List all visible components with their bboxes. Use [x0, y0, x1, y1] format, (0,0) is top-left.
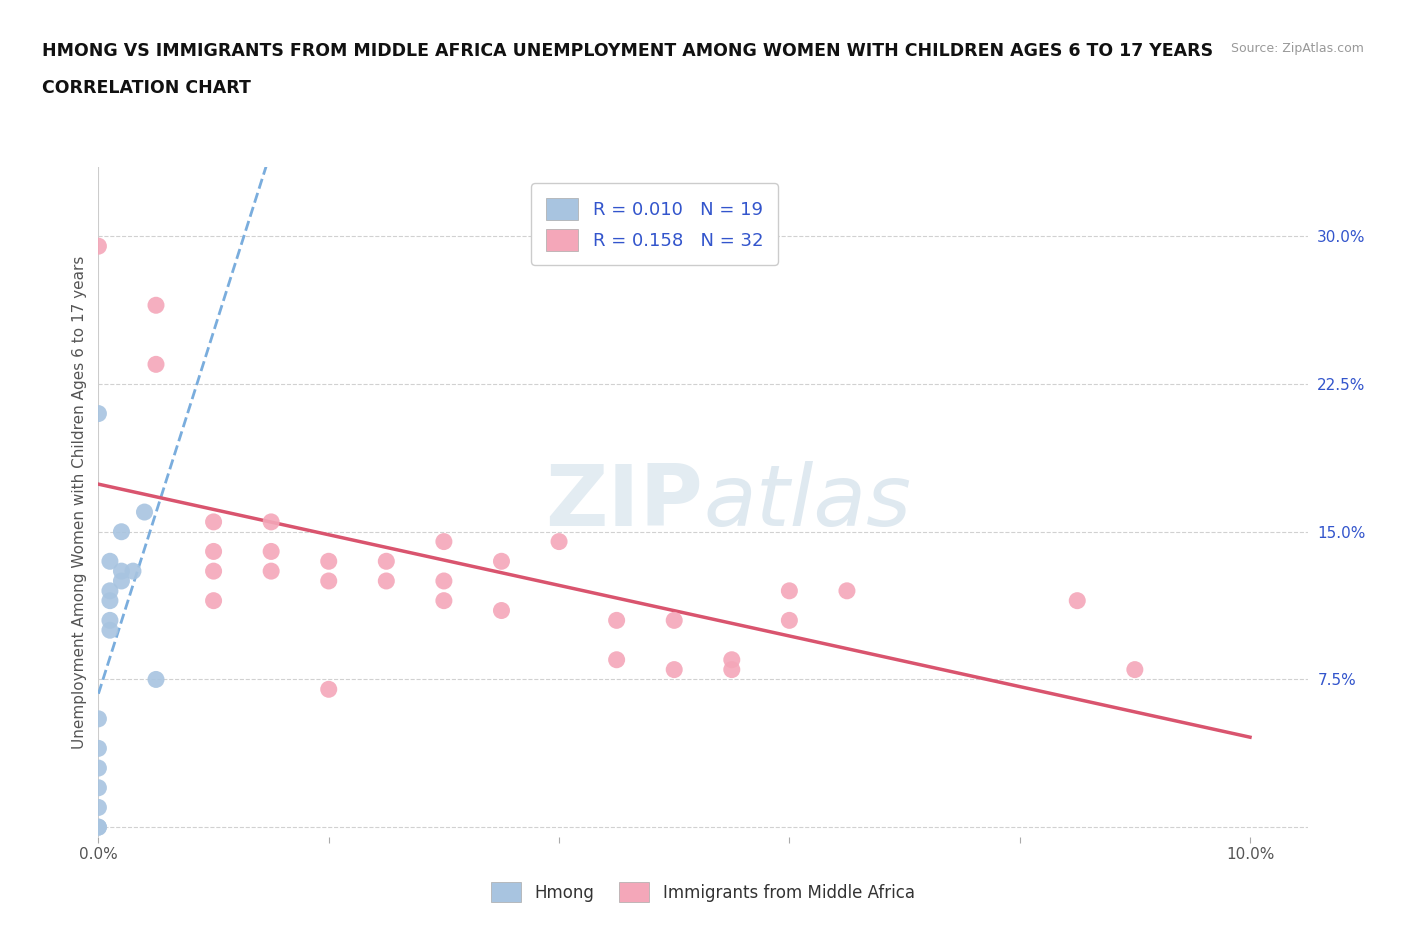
Point: [606, 652, 628, 667]
Point: [87, 800, 110, 815]
Point: [260, 514, 283, 529]
Point: [202, 593, 225, 608]
Text: CORRELATION CHART: CORRELATION CHART: [42, 79, 252, 97]
Point: [1066, 593, 1088, 608]
Point: [318, 574, 340, 589]
Point: [202, 564, 225, 578]
Point: [260, 544, 283, 559]
Point: [87, 761, 110, 776]
Point: [260, 564, 283, 578]
Text: atlas: atlas: [703, 460, 911, 544]
Y-axis label: Unemployment Among Women with Children Ages 6 to 17 years: Unemployment Among Women with Children A…: [72, 256, 87, 749]
Point: [491, 603, 513, 618]
Point: [134, 505, 156, 520]
Point: [664, 613, 686, 628]
Point: [664, 662, 686, 677]
Point: [491, 554, 513, 569]
Point: [87, 780, 110, 795]
Point: [110, 564, 132, 578]
Point: [110, 574, 132, 589]
Point: [202, 544, 225, 559]
Point: [778, 613, 800, 628]
Point: [98, 583, 121, 598]
Point: [145, 357, 167, 372]
Point: [548, 534, 571, 549]
Point: [318, 682, 340, 697]
Point: [778, 583, 800, 598]
Text: HMONG VS IMMIGRANTS FROM MIDDLE AFRICA UNEMPLOYMENT AMONG WOMEN WITH CHILDREN AG: HMONG VS IMMIGRANTS FROM MIDDLE AFRICA U…: [42, 42, 1213, 60]
Point: [87, 741, 110, 756]
Point: [835, 583, 858, 598]
Point: [375, 574, 398, 589]
Point: [98, 613, 121, 628]
Point: [318, 554, 340, 569]
Point: [145, 298, 167, 312]
Point: [122, 564, 145, 578]
Point: [606, 613, 628, 628]
Point: [1123, 662, 1146, 677]
Point: [375, 554, 398, 569]
Point: [87, 406, 110, 421]
Legend: Hmong, Immigrants from Middle Africa: Hmong, Immigrants from Middle Africa: [485, 875, 921, 909]
Point: [98, 554, 121, 569]
Point: [98, 593, 121, 608]
Point: [145, 672, 167, 687]
Point: [87, 711, 110, 726]
Point: [110, 525, 132, 539]
Text: ZIP: ZIP: [546, 460, 703, 544]
Point: [87, 239, 110, 254]
Point: [98, 623, 121, 638]
Point: [433, 534, 456, 549]
Point: [87, 819, 110, 834]
Point: [720, 652, 742, 667]
Point: [202, 514, 225, 529]
Text: Source: ZipAtlas.com: Source: ZipAtlas.com: [1230, 42, 1364, 55]
Point: [720, 662, 742, 677]
Point: [433, 593, 456, 608]
Point: [433, 574, 456, 589]
Point: [87, 819, 110, 834]
